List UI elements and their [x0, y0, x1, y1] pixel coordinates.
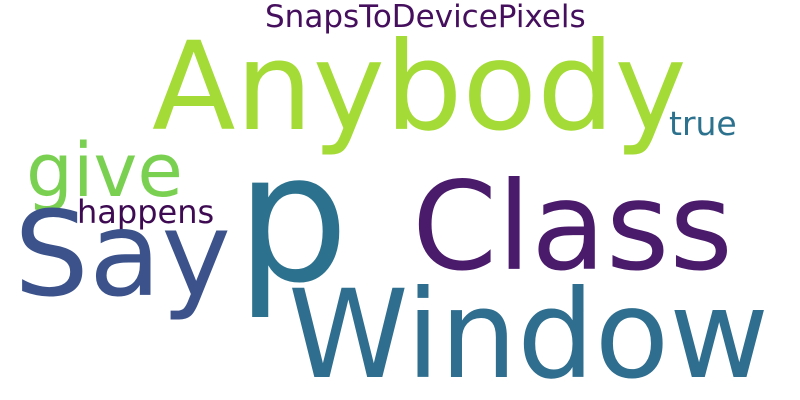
word-happens: happens	[77, 193, 215, 231]
word-true: true	[669, 104, 737, 143]
word-say: Say	[14, 185, 232, 323]
word-give: give	[26, 128, 183, 214]
word-anybody: Anybody	[152, 16, 687, 158]
word-window: Window	[288, 264, 770, 400]
word-p: p	[236, 115, 349, 322]
word-class: Class	[412, 156, 733, 298]
word-snapstodevicepixels: SnapsToDevicePixels	[265, 0, 586, 35]
